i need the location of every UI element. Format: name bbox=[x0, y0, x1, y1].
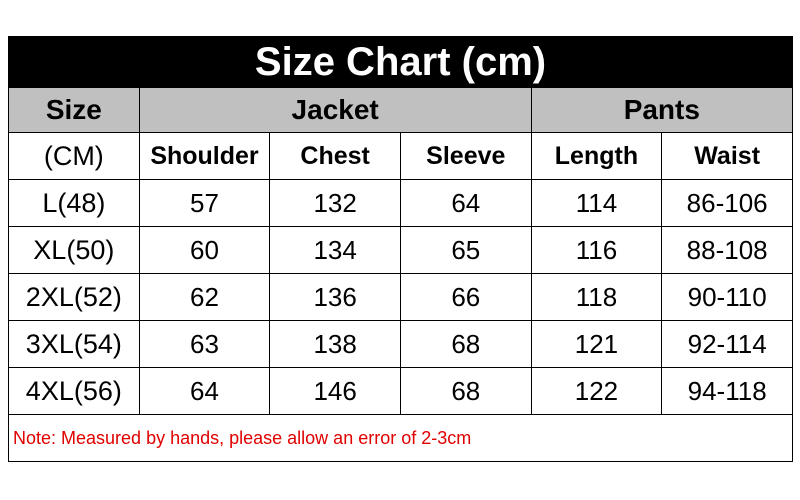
table-cell: 65 bbox=[399, 226, 532, 274]
table-cell: 118 bbox=[530, 273, 663, 321]
size-label: 4XL(56) bbox=[8, 367, 140, 415]
chart-title: Size Chart (cm) bbox=[8, 36, 793, 88]
table-cell: 57 bbox=[138, 179, 271, 227]
column-header: Shoulder bbox=[138, 132, 271, 180]
table-cell: 136 bbox=[269, 273, 401, 321]
table-cell: 92-114 bbox=[661, 320, 793, 368]
table-cell: 116 bbox=[530, 226, 663, 274]
table-cell: 86-106 bbox=[661, 179, 793, 227]
column-header: Sleeve bbox=[399, 132, 532, 180]
size-label: XL(50) bbox=[8, 226, 140, 274]
column-header: Length bbox=[530, 132, 663, 180]
size-table: Size Chart (cm) Size Jacket Pants (CM) Sh… bbox=[8, 36, 794, 462]
note: Note: Measured by hands, please allow an… bbox=[8, 414, 793, 462]
table-cell: 138 bbox=[269, 320, 401, 368]
column-header: Waist bbox=[661, 132, 793, 180]
table-row: 4XL(56) 64 146 68 122 94-118 bbox=[8, 367, 793, 415]
table-cell: 132 bbox=[269, 179, 401, 227]
table-row: 3XL(54) 63 138 68 121 92-114 bbox=[8, 320, 793, 368]
table-cell: 134 bbox=[269, 226, 401, 274]
group-pants: Pants bbox=[530, 87, 794, 133]
table-cell: 63 bbox=[138, 320, 271, 368]
size-label: 3XL(54) bbox=[8, 320, 140, 368]
size-chart: Size Chart (cm) Size Jacket Pants (CM) Sh… bbox=[8, 36, 794, 462]
table-cell: 68 bbox=[399, 320, 532, 368]
column-header: (CM) bbox=[8, 132, 140, 180]
table-cell: 114 bbox=[530, 179, 663, 227]
table-cell: 88-108 bbox=[661, 226, 793, 274]
size-label: 2XL(52) bbox=[8, 273, 140, 321]
table-cell: 64 bbox=[138, 367, 271, 415]
table-row: L(48) 57 132 64 114 86-106 bbox=[8, 179, 793, 227]
table-cell: 146 bbox=[269, 367, 401, 415]
group-jacket: Jacket bbox=[138, 87, 532, 133]
table-cell: 62 bbox=[138, 273, 271, 321]
table-cell: 64 bbox=[399, 179, 532, 227]
table-row: 2XL(52) 62 136 66 118 90-110 bbox=[8, 273, 793, 321]
table-cell: 94-118 bbox=[661, 367, 793, 415]
table-row: XL(50) 60 134 65 116 88-108 bbox=[8, 226, 793, 274]
table-cell: 122 bbox=[530, 367, 663, 415]
size-label: L(48) bbox=[8, 179, 140, 227]
column-header: Chest bbox=[269, 132, 401, 180]
table-cell: 60 bbox=[138, 226, 271, 274]
group-size: Size bbox=[8, 87, 140, 133]
table-cell: 66 bbox=[399, 273, 532, 321]
table-cell: 90-110 bbox=[661, 273, 793, 321]
table-cell: 68 bbox=[399, 367, 532, 415]
table-cell: 121 bbox=[530, 320, 663, 368]
